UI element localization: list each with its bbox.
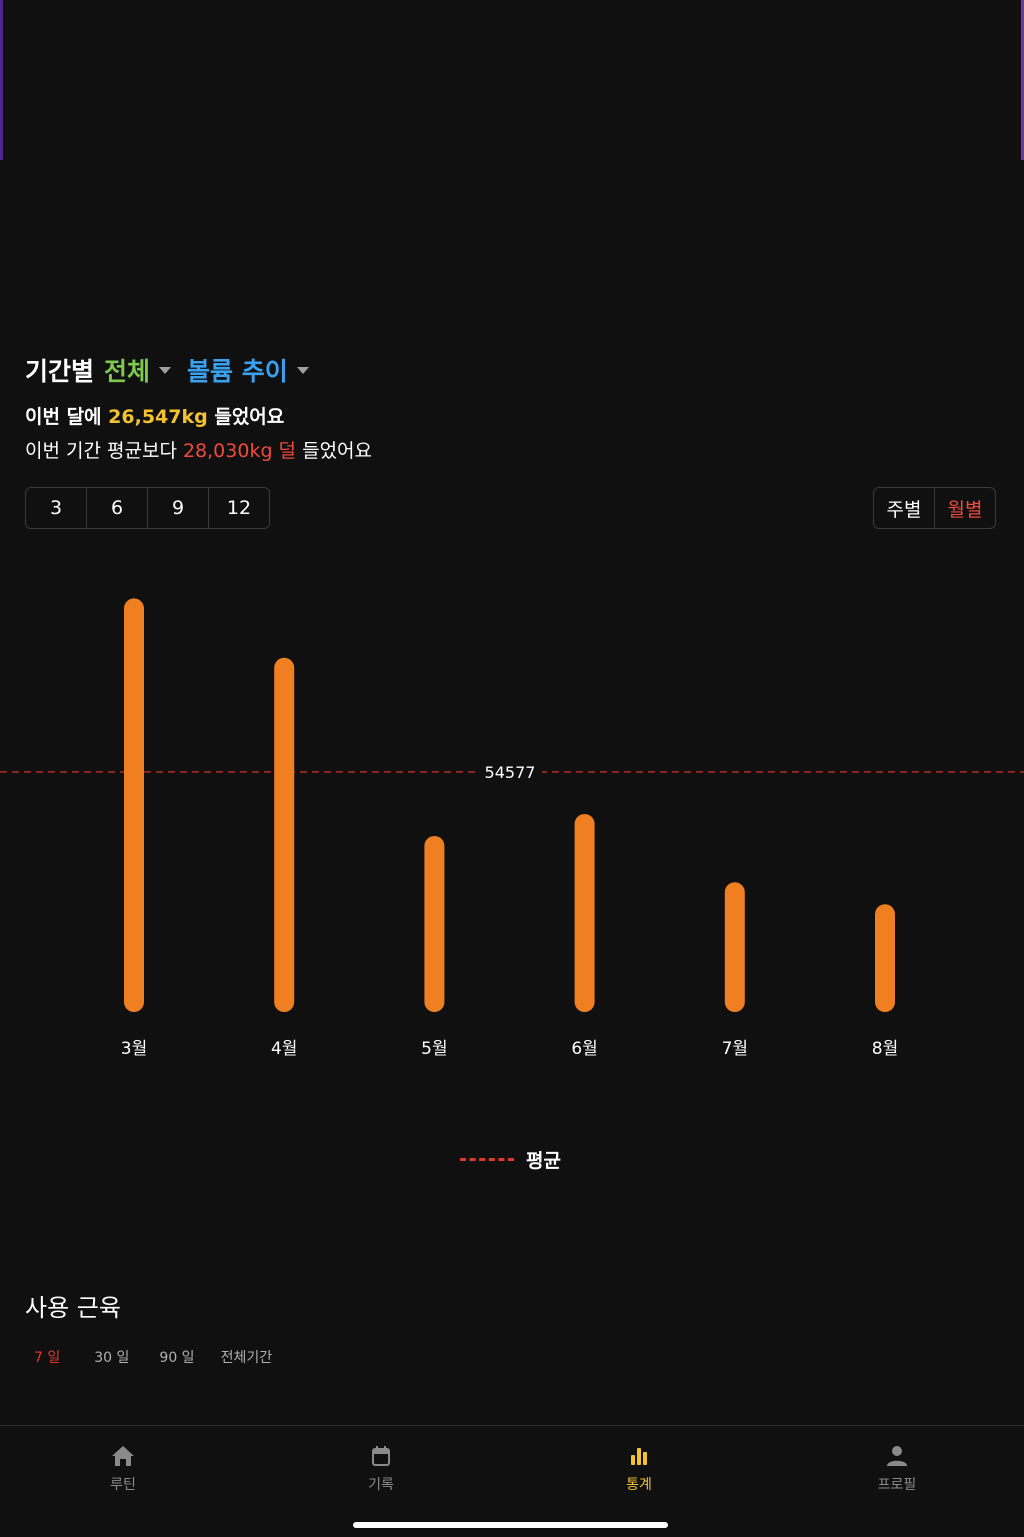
nav-stats-label: 통계 xyxy=(626,1477,652,1493)
metric-label: 볼륨 추이 xyxy=(187,357,288,386)
chevron-down-icon xyxy=(296,366,309,374)
nav-record[interactable]: 기록 xyxy=(321,1444,441,1494)
muscle-period-tabs: 7 일 30 일 90 일 전체기간 xyxy=(34,1347,306,1367)
home-indicator xyxy=(353,1522,668,1528)
x-tick-label: 3월 xyxy=(121,1039,147,1059)
summary-text: 이번 달에 xyxy=(25,406,109,428)
tab-30-days[interactable]: 30 일 xyxy=(94,1350,130,1366)
edge-accent-left xyxy=(0,0,3,160)
tab-90-days[interactable]: 90 일 xyxy=(159,1350,195,1366)
x-tick-label: 5월 xyxy=(421,1039,447,1059)
unit-selector: 주별 월별 xyxy=(873,487,996,529)
summary-diff-value: 28,030kg 덜 xyxy=(182,440,297,462)
home-icon xyxy=(112,1446,134,1466)
bar[interactable] xyxy=(724,882,745,1012)
bar[interactable] xyxy=(124,598,144,1012)
chevron-down-icon xyxy=(159,366,172,374)
summary-text: 들었어요 xyxy=(207,406,285,428)
x-tick-label: 6월 xyxy=(571,1039,597,1059)
edge-accent-right xyxy=(1021,0,1024,160)
unit-monthly-button[interactable]: 월별 xyxy=(947,498,983,521)
tab-7-days[interactable]: 7 일 xyxy=(34,1350,61,1366)
unit-weekly-button[interactable]: 주별 xyxy=(874,488,935,528)
range-option-12[interactable]: 12 xyxy=(226,497,252,519)
calendar-icon xyxy=(372,1446,390,1466)
summary-text: 들었어요 xyxy=(296,440,373,462)
bar-chart-icon xyxy=(631,1448,647,1465)
x-tick-label: 8월 xyxy=(872,1039,898,1059)
legend-average-label: 평균 xyxy=(526,1150,561,1172)
period-label: 기간별 xyxy=(25,357,95,386)
bar[interactable] xyxy=(875,904,895,1012)
range-option-6[interactable]: 6 xyxy=(87,488,148,528)
muscle-section-title: 사용 근육 xyxy=(25,1294,121,1322)
x-tick-label: 7월 xyxy=(722,1039,748,1059)
summary-vs-average: 이번 기간 평균보다 28,030kg 덜 들었어요 xyxy=(25,436,372,463)
filter-dropdown[interactable]: 전체 xyxy=(104,352,172,388)
nav-routine-label: 루틴 xyxy=(110,1477,136,1493)
nav-routine[interactable]: 루틴 xyxy=(63,1444,183,1494)
summary-text: 이번 기간 평균보다 xyxy=(25,440,183,462)
bar[interactable] xyxy=(424,836,445,1012)
range-option-9[interactable]: 9 xyxy=(148,488,209,528)
x-tick-label: 4월 xyxy=(271,1039,297,1059)
bar[interactable] xyxy=(574,814,595,1012)
bar[interactable] xyxy=(274,657,295,1012)
person-icon xyxy=(887,1446,907,1466)
nav-stats[interactable]: 통계 xyxy=(579,1444,699,1494)
nav-profile[interactable]: 프로필 xyxy=(837,1444,957,1494)
nav-record-label: 기록 xyxy=(368,1477,394,1493)
volume-bar-chart: 3월 4월 5월 6월 7월 8월 54577 xyxy=(0,598,1024,1059)
range-option-3[interactable]: 3 xyxy=(26,488,87,528)
filter-label: 전체 xyxy=(104,357,151,386)
summary-this-month: 이번 달에 26,547kg 들었어요 xyxy=(25,402,284,429)
metric-dropdown[interactable]: 볼륨 추이 xyxy=(187,352,309,388)
legend-dash-swatch xyxy=(460,1158,514,1161)
summary-month-value: 26,547kg xyxy=(108,406,208,428)
range-selector: 3 6 9 12 xyxy=(25,487,270,529)
chart-legend: 평균 xyxy=(460,1146,561,1173)
average-value-label: 54577 xyxy=(485,763,536,782)
stats-header: 기간별 전체 볼륨 추이 xyxy=(25,352,309,388)
nav-profile-label: 프로필 xyxy=(877,1477,917,1493)
average-label-bg xyxy=(478,760,542,783)
bottom-navigation: 루틴 기록 통계 프로필 xyxy=(0,1425,1024,1537)
tab-all-period[interactable]: 전체기간 xyxy=(220,1350,273,1366)
